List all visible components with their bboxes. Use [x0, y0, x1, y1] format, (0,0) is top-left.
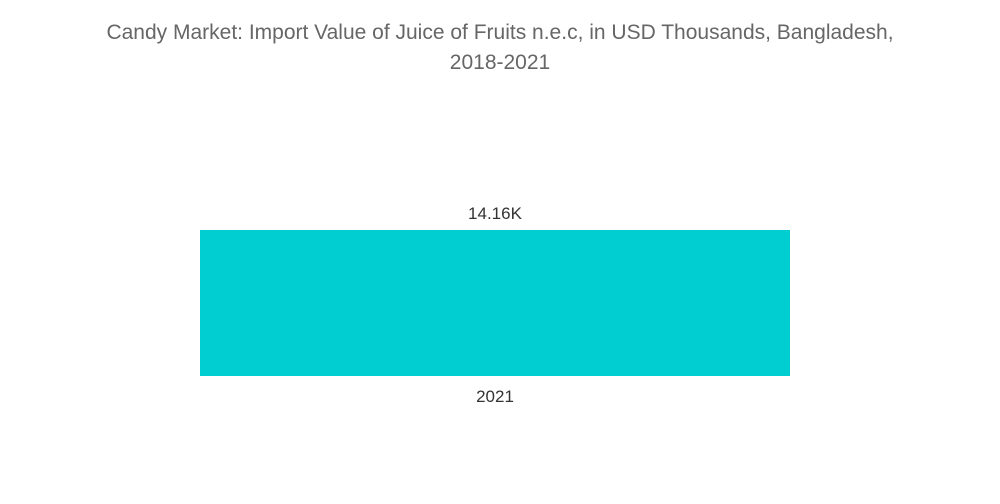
chart-title: Candy Market: Import Value of Juice of F…: [0, 18, 1000, 78]
bars-group: [200, 230, 790, 376]
x-tick-label-2021: 2021: [476, 387, 514, 406]
data-label-2021: 14.16K: [468, 204, 523, 223]
chart-title-line-2: 2018-2021: [449, 51, 551, 74]
x-axis-ticks: 2021: [476, 387, 514, 406]
value-labels-group: 14.16K: [468, 204, 523, 223]
chart-title-line-1: Candy Market: Import Value of Juice of F…: [106, 21, 894, 44]
bar-2021: [200, 230, 790, 376]
